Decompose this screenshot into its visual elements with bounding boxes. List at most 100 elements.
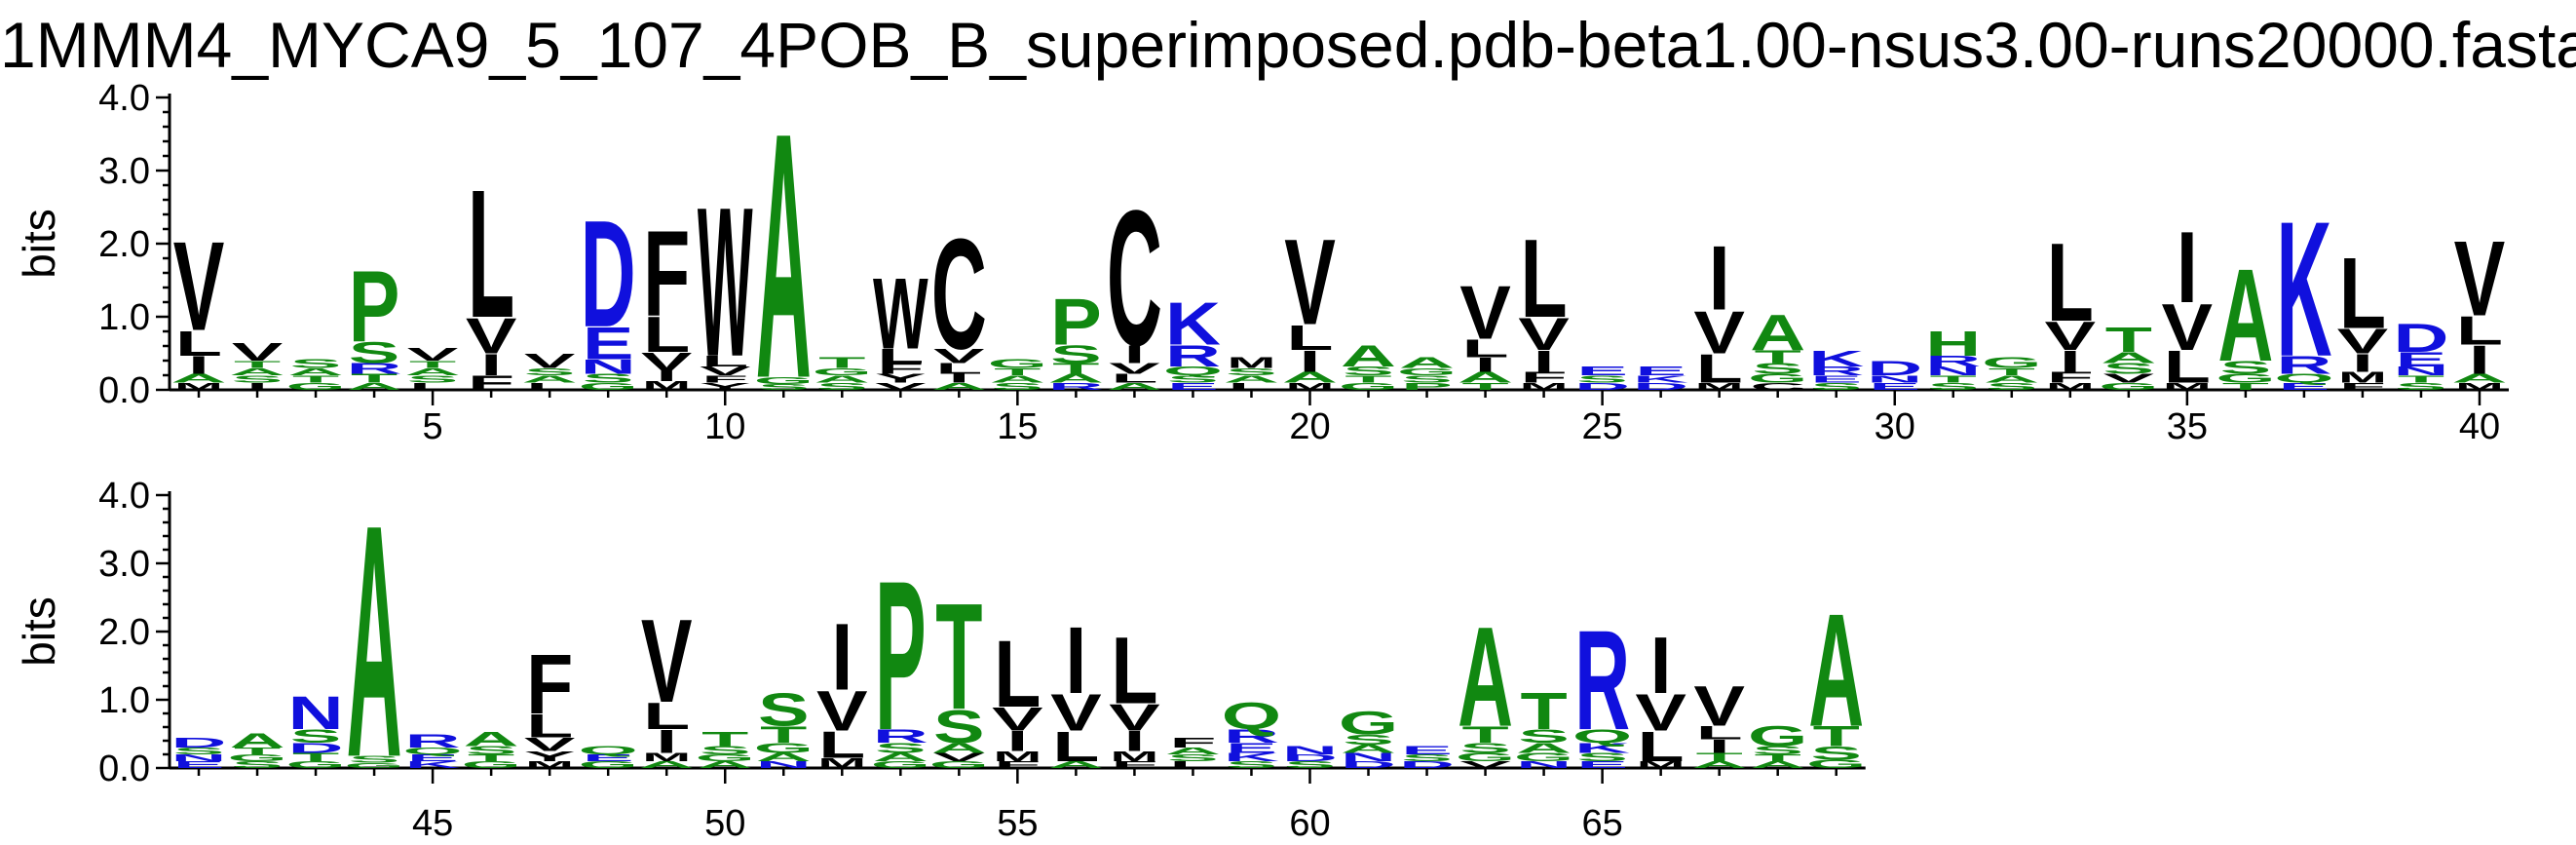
logo-letter-V-pos-57: V <box>1109 697 1160 739</box>
logo-letter-S-pos-4: S <box>349 335 400 369</box>
logo-letter-S-pos-2: S <box>232 373 284 385</box>
x-tick-label: 20 <box>1289 406 1330 447</box>
x-tick-label: 5 <box>423 406 443 447</box>
logo-letter-A-pos-12: A <box>814 373 870 385</box>
y-tick-label: 0.0 <box>98 749 150 789</box>
logo-letter-A-pos-64: A <box>1516 741 1572 756</box>
logo-letter-C-pos-14: C <box>931 206 987 381</box>
logo-letter-E-pos-8: E <box>583 318 634 369</box>
logo-letter-A-pos-7: A <box>522 373 578 385</box>
logo-letter-F-pos-57: F <box>1111 759 1157 770</box>
logo-letter-S-pos-60: S <box>1284 759 1336 770</box>
logo-letter-S-pos-22: S <box>1401 373 1453 385</box>
logo-letter-I-pos-38: I <box>2352 349 2373 377</box>
logo-letter-Q-pos-18: Q <box>1163 365 1223 378</box>
logo-letter-V-pos-7: V <box>524 350 576 372</box>
logo-letter-A-pos-56: A <box>1048 759 1104 770</box>
logo-letter-D-pos-8: D <box>581 190 636 360</box>
logo-letter-S-pos-63: S <box>1459 741 1511 756</box>
logo-letter-G-pos-3: G <box>285 381 345 393</box>
logo-letter-L-pos-10: L <box>701 353 748 369</box>
logo-letter-V-pos-52: V <box>816 679 868 744</box>
logo-letter-V-pos-34: V <box>2103 371 2155 385</box>
logo-letter-T-pos-69: T <box>1813 720 1860 752</box>
logo-letter-A-pos-14: A <box>931 381 987 393</box>
logo-letter-A-pos-34: A <box>2101 350 2156 366</box>
logo-letter-N-pos-51: N <box>756 759 812 770</box>
logo-letter-S-pos-18: S <box>1167 373 1219 385</box>
logo-letter-T-pos-36: T <box>2222 381 2269 393</box>
logo-letter-L-pos-23: L <box>1461 334 1508 363</box>
logo-letter-S-pos-28: S <box>1752 361 1803 377</box>
logo-letter-V-pos-23: V <box>1459 270 1511 356</box>
x-tick-label: 45 <box>412 803 453 844</box>
logo-letter-V-pos-24: V <box>1518 308 1570 360</box>
logo-letter-P-pos-16: P <box>1050 285 1102 359</box>
logo-letter-L-pos-47: L <box>526 708 573 745</box>
logo-letter-N-pos-64: N <box>1516 759 1572 770</box>
logo-letter-A-pos-19: A <box>1224 373 1279 385</box>
logo-letter-T-pos-51: T <box>760 721 808 748</box>
logo-letter-T-pos-46: T <box>468 752 514 763</box>
logo-letter-L-pos-52: L <box>818 724 865 766</box>
logo-letter-V-pos-6: V <box>466 308 517 365</box>
logo-letter-I-pos-40: I <box>2469 338 2490 383</box>
logo-letter-L-pos-33: L <box>2047 219 2094 344</box>
logo-letter-I-pos-17: I <box>1123 340 1145 368</box>
logo-letter-M-pos-19: M <box>1227 355 1275 371</box>
logo-letter-Q-pos-65: Q <box>1572 726 1632 748</box>
logo-letter-N-pos-30: N <box>1867 373 1922 385</box>
logo-letter-I-pos-66: I <box>1650 621 1672 711</box>
logo-letter-N-pos-61: N <box>1341 750 1396 763</box>
logo-letter-G-pos-51: G <box>754 741 814 756</box>
logo-letter-A-pos-69: A <box>1808 582 1864 761</box>
logo-letter-E-pos-65: E <box>1576 759 1628 770</box>
y-tick-label: 0.0 <box>98 370 150 411</box>
logo-letter-T-pos-5: T <box>409 359 456 370</box>
logo-letter-V-pos-56: V <box>1050 684 1102 743</box>
logo-letter-A-pos-50: A <box>698 759 753 770</box>
logo-letter-A-pos-58: A <box>1165 746 1221 756</box>
y-tick-label: 3.0 <box>98 151 150 192</box>
logo-letter-S-pos-16: S <box>1050 340 1102 368</box>
y-tick-label: 4.0 <box>98 78 150 119</box>
logo-letter-C-pos-17: C <box>1107 171 1162 386</box>
logo-letter-T-pos-28: T <box>1755 347 1801 367</box>
logo-letter-I-pos-52: I <box>831 604 852 711</box>
logo-letter-G-pos-63: G <box>1456 750 1515 763</box>
logo-letter-S-pos-25: S <box>1576 373 1628 385</box>
x-tick-label: 10 <box>704 406 745 447</box>
logo-letter-A-pos-46: A <box>464 728 519 751</box>
logo-letter-V-pos-9: V <box>641 348 693 376</box>
logo-letter-D-pos-39: D <box>2393 316 2448 361</box>
logo-letter-V-pos-49: V <box>641 595 693 727</box>
logo-letter-G-pos-36: G <box>2216 371 2275 385</box>
logo-letter-A-pos-16: A <box>1048 371 1104 385</box>
logo-letter-E-pos-30: E <box>1869 381 1920 393</box>
logo-letter-V-pos-63: V <box>1459 759 1511 770</box>
logo-letter-S-pos-34: S <box>2103 361 2155 377</box>
logo-letter-A-pos-49: A <box>639 759 695 770</box>
logo-letter-D-pos-41: D <box>171 735 227 750</box>
logo-letter-F-pos-55: F <box>994 759 1041 770</box>
logo-letter-S-pos-50: S <box>700 744 751 756</box>
logo-letter-A-pos-20: A <box>1282 369 1338 386</box>
logo-letter-T-pos-12: T <box>818 355 866 371</box>
logo-letter-F-pos-58: F <box>1169 735 1216 750</box>
logo-letter-R-pos-53: R <box>873 726 928 748</box>
logo-letter-S-pos-21: S <box>1343 365 1394 378</box>
logo-letter-N-pos-41: N <box>171 752 227 763</box>
logo-letter-R-pos-4: R <box>347 361 402 377</box>
logo-letter-T-pos-67: T <box>1696 750 1743 763</box>
logo-letter-T-pos-39: T <box>2398 373 2444 385</box>
y-tick-label: 1.0 <box>98 680 150 721</box>
logo-letter-L-pos-38: L <box>2339 236 2386 350</box>
logo-letter-I-pos-56: I <box>1065 607 1086 713</box>
logo-letter-V-pos-2: V <box>232 338 284 366</box>
logo-letter-T-pos-3: T <box>292 373 339 385</box>
logo-letter-M-pos-55: M <box>993 749 1042 764</box>
y-tick-label: 2.0 <box>98 224 150 265</box>
logo-letter-F-pos-6: F <box>468 372 514 395</box>
logo-letter-L-pos-19: L <box>1228 381 1274 393</box>
logo-letter-G-pos-48: G <box>579 759 638 770</box>
